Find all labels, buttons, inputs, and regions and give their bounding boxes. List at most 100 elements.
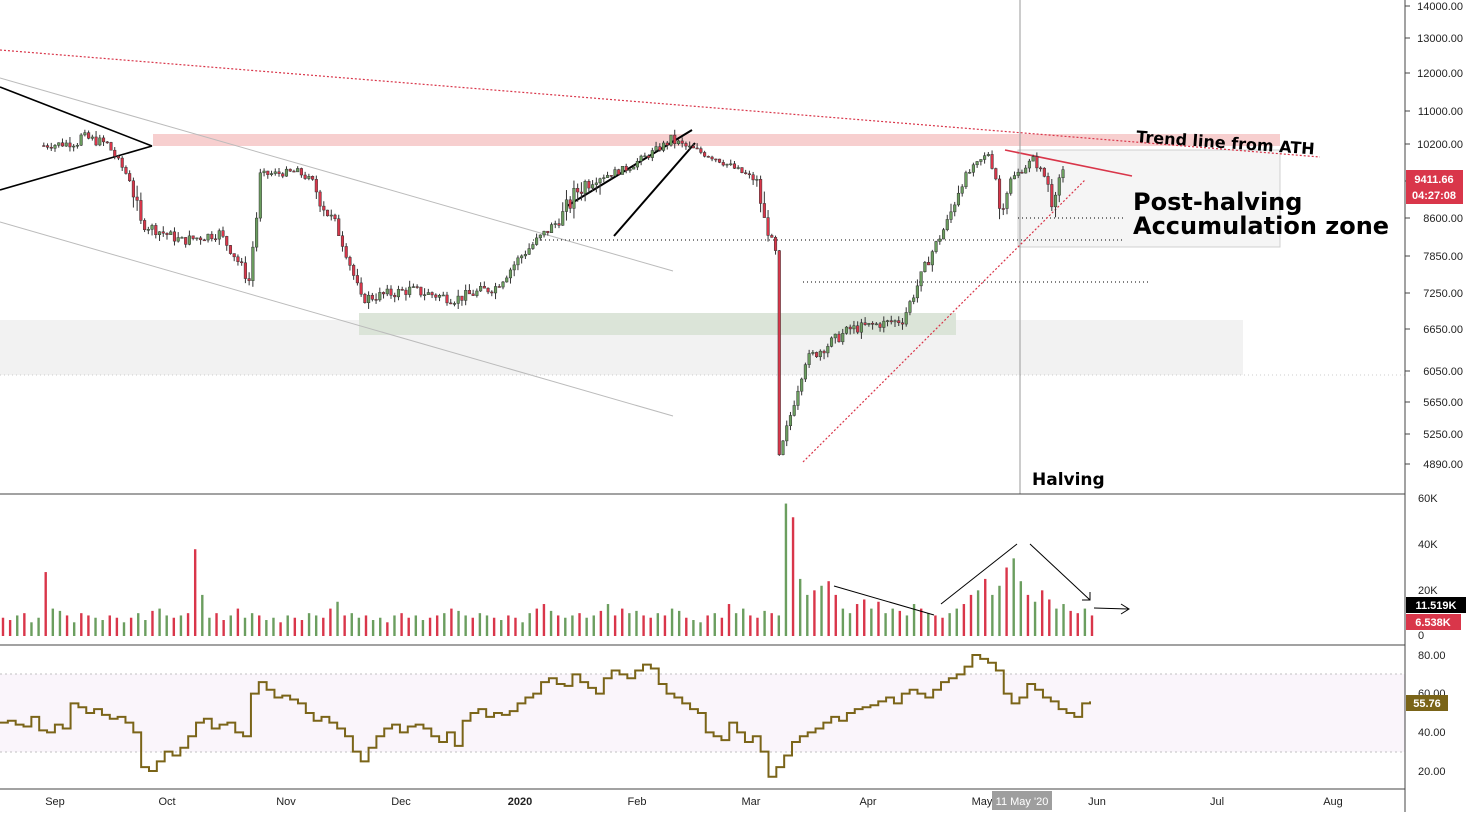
candle-body [404, 289, 408, 295]
candle-body [363, 293, 367, 304]
candle-body [128, 173, 132, 182]
triangle-bottom [0, 145, 153, 191]
vol-arrow-head-2 [1120, 603, 1130, 615]
volume-bar [699, 622, 702, 636]
candle-body [486, 287, 490, 293]
candle-body [452, 303, 457, 305]
volume-bar [208, 617, 211, 636]
wedge-bottom [613, 142, 696, 237]
candle-body [292, 170, 296, 173]
candle-body [333, 214, 337, 220]
accumulation-zone-box [1017, 149, 1281, 248]
candle-body [482, 286, 486, 289]
time-tick-label: Sep [45, 796, 65, 808]
volume-axis[interactable]: 60K 40K 20K 0 [1418, 493, 1438, 642]
price-tick-label: 13000.00 [1417, 33, 1463, 45]
volume-bar [158, 608, 161, 636]
candle-body [400, 289, 404, 291]
candle-body [893, 320, 897, 323]
volume-bar [628, 613, 631, 636]
candle-body [471, 293, 475, 296]
candle-body [426, 292, 430, 295]
candle-body [557, 223, 561, 226]
candle-body [762, 203, 766, 218]
volume-bar [777, 615, 781, 636]
volume-bar [1019, 581, 1023, 636]
candle-body [912, 297, 916, 302]
volume-down-label: 6.538K [1415, 617, 1451, 629]
candle-body [867, 322, 871, 325]
candle-body [217, 230, 221, 240]
volume-bar [542, 604, 546, 636]
candle-body [968, 172, 972, 174]
candle-body [736, 167, 740, 169]
candle-body [732, 163, 737, 169]
candle-body [1001, 208, 1005, 210]
volume-bar [656, 613, 660, 636]
candle-body [848, 326, 852, 330]
candle-body [964, 172, 968, 188]
volume-bar [898, 610, 902, 636]
vol-flat-arrow [1093, 607, 1129, 610]
volume-bar [884, 613, 887, 636]
candle-body [423, 294, 427, 296]
candle-body [493, 286, 498, 294]
candle-body [561, 211, 565, 226]
volume-bar [713, 613, 716, 636]
candle-body [1005, 193, 1009, 209]
candle-body [68, 142, 72, 148]
candle-body [822, 350, 826, 354]
candle-body [296, 168, 300, 173]
time-axis[interactable]: Sep Oct Nov Dec 2020 Feb Mar Apr May Jun Jul Aug [45, 796, 1343, 808]
volume-bar [734, 613, 738, 636]
price-axis[interactable]: 14000.00 13000.00 12000.00 11000.00 10200.00… [1405, 1, 1463, 471]
candle-body [120, 157, 124, 168]
volume-bar [279, 622, 282, 636]
candle-body [98, 137, 102, 146]
volume-bar [984, 578, 987, 636]
candle-body [266, 170, 270, 175]
volume-bar [927, 613, 930, 636]
volume-bar [948, 613, 951, 636]
candle-body [337, 218, 341, 237]
candle-body [538, 234, 542, 239]
candle-body [311, 176, 315, 180]
candle-body [430, 292, 434, 296]
candle-body [367, 294, 371, 304]
candle-body [512, 264, 516, 271]
channel-top [0, 77, 674, 272]
volume-bar [272, 617, 275, 636]
candle-body [479, 286, 483, 292]
volume-bar [564, 617, 567, 636]
volume-bar [393, 615, 396, 636]
candle-body [706, 156, 710, 158]
volume-bar [492, 617, 496, 636]
candle-body [837, 333, 841, 343]
candle-body [273, 171, 277, 174]
candle-body [624, 166, 628, 171]
candle-body [359, 282, 363, 295]
volume-bar [855, 604, 859, 636]
vol-trend-down [833, 585, 935, 616]
candle-body [613, 169, 617, 177]
candle-body [811, 352, 815, 354]
candle-body [344, 246, 348, 258]
candle-body [658, 146, 662, 151]
volume-bar [44, 572, 47, 636]
candle-body [878, 323, 882, 328]
candle-body [788, 415, 793, 427]
candle-body [553, 223, 557, 225]
volume-bar [293, 617, 297, 636]
volume-bar [371, 620, 375, 636]
candle-body [243, 262, 247, 279]
candle-body [139, 200, 143, 221]
volume-bar [877, 601, 880, 636]
volume-bar [1, 617, 5, 636]
candle-body [691, 145, 695, 149]
volume-bar [144, 620, 147, 636]
candle-body [184, 237, 188, 245]
volume-bar [464, 615, 467, 636]
